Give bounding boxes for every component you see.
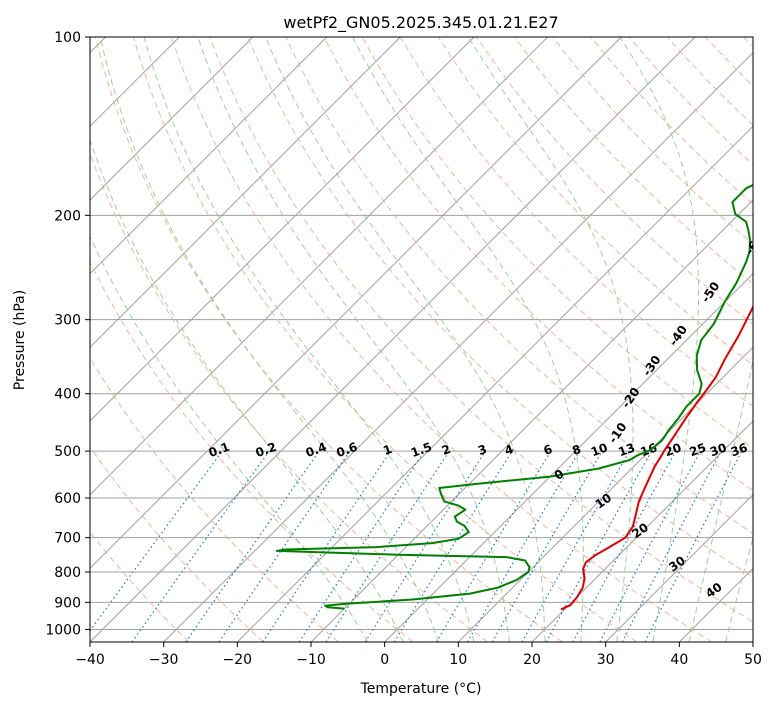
moist-adiabat-label: -60 [743, 232, 767, 258]
moist-adiabat-0 [90, 138, 404, 642]
mixing-ratio-label: 13 [616, 440, 636, 459]
mixing-ratio-line-0.4 [185, 450, 320, 642]
x-tick-label: 30 [597, 652, 615, 668]
isotherm-30 [605, 493, 753, 642]
mixing-ratio-label: 25 [688, 440, 708, 459]
temperature-profile [560, 304, 753, 611]
x-tick-label: 40 [670, 652, 688, 668]
isotherm-20 [531, 420, 753, 642]
isotherm-10 [457, 346, 753, 642]
mixing-ratio-label: 0.4 [304, 440, 329, 460]
y-tick-label: 400 [54, 387, 81, 403]
isotherm--50 [90, 37, 622, 570]
y-tick-label: 900 [54, 595, 81, 611]
mixing-ratio-label: 0.6 [335, 440, 360, 460]
isotherm--30 [163, 51, 753, 642]
moist-adiabat-35 [619, 37, 699, 642]
isotherm--100 [90, 37, 254, 201]
plot-area: 0.10.20.40.611.52346810131620253036-100-… [90, 37, 767, 642]
x-tick-label: −40 [75, 652, 105, 668]
y-tick-label: 500 [54, 444, 81, 460]
mixing-ratio-line-1 [262, 450, 392, 642]
isotherm--70 [90, 37, 475, 422]
isotherm--80 [90, 37, 401, 349]
y-tick-label: 200 [54, 208, 81, 224]
mixing-ratio-line-8 [466, 450, 580, 642]
plot-frame [89, 36, 754, 643]
mixing-ratio-label: 0.1 [207, 440, 232, 460]
dry-adiabat--20 [90, 446, 264, 642]
isotherm--40 [90, 37, 696, 642]
y-tick-label: 800 [54, 565, 81, 581]
y-tick-label: 700 [54, 531, 81, 547]
y-axis-label: Pressure (hPa) [12, 290, 28, 390]
dry-adiabat-0 [90, 260, 414, 642]
moist-adiabat-5 [99, 37, 439, 642]
mixing-ratio-line-20 [572, 450, 677, 642]
mixing-ratio-line-3 [364, 450, 486, 642]
isotherm--20 [236, 125, 753, 642]
mixing-ratio-line-4 [393, 450, 513, 642]
dry-adiabat-50 [209, 37, 753, 623]
moist-adiabat-10 [143, 37, 475, 642]
dry-adiabat-80 [323, 37, 753, 491]
x-tick-label: −10 [296, 652, 326, 668]
mixing-ratio-line-1.5 [298, 450, 425, 642]
dry-adiabat-130 [514, 37, 753, 285]
moist-adiabat-20 [265, 37, 546, 642]
mixing-ratio-label: 10 [589, 440, 609, 459]
dry-adiabat-70 [285, 37, 753, 535]
moist-adiabat-40 [688, 358, 753, 642]
isotherm--90 [90, 37, 328, 275]
mixing-ratio-label: 36 [729, 440, 749, 459]
mixing-ratio-label: 1.5 [409, 440, 434, 460]
dry-adiabat-120 [476, 37, 753, 325]
x-tick-label: 0 [380, 652, 389, 668]
mixing-ratio-line-2 [325, 450, 450, 642]
moist-adiabat-25 [352, 37, 584, 642]
dry-adiabat-40 [171, 37, 712, 642]
x-axis-label: Temperature (°C) [360, 681, 482, 697]
moist-adiabat-15 [197, 37, 510, 642]
isotherm-0 [384, 272, 753, 642]
mixing-ratio-label: 30 [708, 440, 728, 459]
x-tick-label: −20 [223, 652, 253, 668]
mixing-ratio-line-25 [599, 450, 702, 642]
moist-adiabat-45 [725, 536, 753, 642]
chart-title: wetPf2_GN05.2025.345.01.21.E27 [283, 13, 558, 33]
y-tick-label: 600 [54, 491, 81, 507]
x-tick-label: 20 [523, 652, 541, 668]
dry-adiabat-60 [247, 37, 753, 578]
moist-adiabat--5 [90, 235, 369, 642]
mixing-ratio-line-6 [435, 450, 552, 642]
x-tick-label: 10 [449, 652, 467, 668]
dry-adiabat-20 [94, 37, 563, 642]
axes-layer: −40 −30 −20 −10 0 10 20 30 40 50 100 200 300 400 500 60… [45, 30, 762, 668]
y-tick-label: 300 [54, 313, 81, 329]
x-tick-label: −30 [149, 652, 179, 668]
y-tick-label: 100 [54, 30, 81, 46]
isotherm--60 [90, 37, 549, 496]
mixing-ratio-line-0.6 [218, 450, 351, 642]
dewpoint-profile [275, 183, 753, 610]
y-tick-label: 1000 [45, 622, 81, 638]
mixing-ratio-label: 0.2 [254, 440, 279, 460]
x-tick-label: 50 [744, 652, 762, 668]
